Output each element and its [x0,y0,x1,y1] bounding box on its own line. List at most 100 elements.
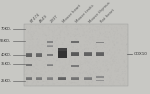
Point [108,51,110,52]
Point [60,55,63,57]
Point [124,35,127,37]
Point [99,33,102,34]
Point [94,49,96,50]
Point [64,45,66,47]
Point [40,73,42,75]
Point [116,76,118,78]
Point [75,38,77,40]
Point [60,41,63,43]
Point [27,30,30,32]
Point [98,77,100,79]
Point [25,42,28,43]
Point [26,32,28,33]
Point [75,28,78,30]
Point [122,53,124,54]
Point [95,72,97,73]
Point [126,66,128,67]
Point [107,69,109,70]
Point [87,25,90,27]
Point [77,62,79,64]
Point [93,59,96,60]
Point [73,85,76,86]
Point [29,45,32,46]
Point [94,40,96,42]
Point [28,32,30,33]
Point [104,43,106,45]
Point [54,67,56,68]
Point [77,80,80,81]
Point [56,75,59,76]
Point [84,57,86,59]
Point [74,59,76,61]
Point [110,83,113,85]
Point [67,44,69,45]
Point [43,81,45,82]
Point [115,41,118,43]
Point [116,69,118,70]
Point [123,65,125,67]
Point [118,52,120,54]
Point [104,43,106,44]
Point [115,78,117,80]
Point [44,54,46,56]
Point [26,77,28,79]
Point [68,62,70,64]
Point [57,79,59,80]
Point [78,29,81,30]
Point [35,49,38,51]
Point [100,39,103,40]
Point [72,79,75,81]
Point [61,47,64,48]
Point [103,83,105,85]
Point [60,54,63,55]
Point [70,71,72,72]
Point [113,70,116,71]
Point [78,54,81,56]
Point [76,85,78,86]
Point [83,44,85,45]
Point [92,68,94,70]
Point [81,62,83,63]
Point [37,43,39,45]
Point [83,46,85,47]
Point [87,49,90,50]
Point [33,74,36,75]
Point [75,35,77,37]
Point [40,78,42,79]
Point [104,76,106,78]
Point [38,26,41,27]
Point [53,58,55,60]
Point [60,57,62,59]
Point [68,44,71,46]
Point [93,40,95,42]
Point [55,44,58,46]
Point [106,62,108,64]
Point [125,66,128,68]
Point [46,46,48,48]
Point [110,79,112,80]
Point [46,71,48,73]
Point [70,65,73,66]
Point [55,74,58,75]
Point [100,68,103,69]
Point [37,82,39,83]
Point [84,58,87,59]
Point [26,72,28,74]
Point [62,55,65,56]
Point [51,53,54,55]
Point [84,63,87,64]
Point [59,62,61,64]
Point [58,27,60,29]
Point [123,82,126,83]
Point [121,58,123,59]
Point [69,57,71,59]
Point [32,31,35,32]
Point [24,61,26,62]
Point [92,48,95,49]
Point [115,47,118,48]
Point [72,70,74,71]
Point [38,40,40,42]
Point [28,66,31,67]
Point [106,31,108,32]
Point [116,62,118,64]
